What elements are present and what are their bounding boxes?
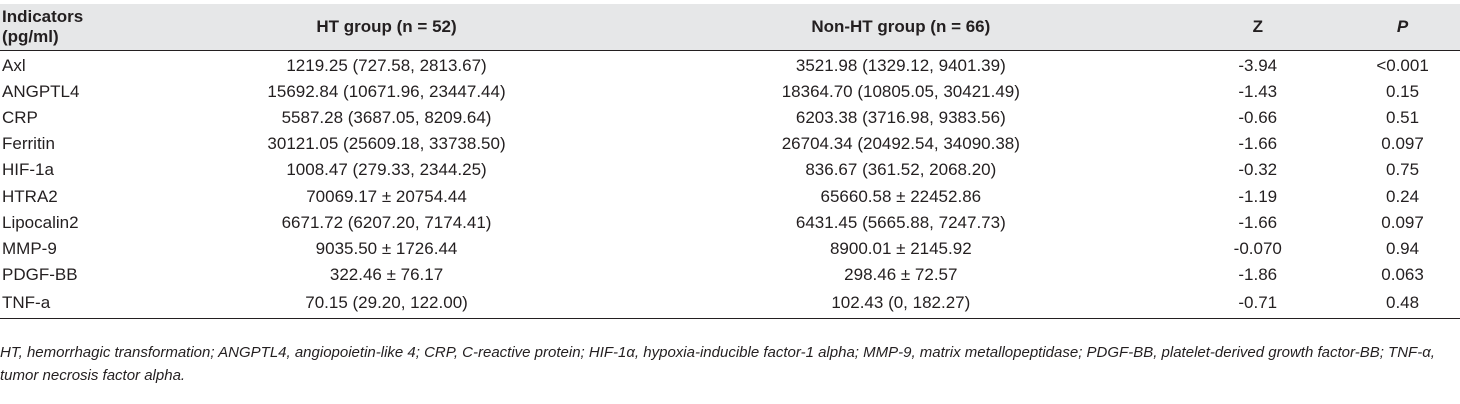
cell-non-ht: 102.43 (0, 182.27): [631, 287, 1171, 319]
cell-ht: 9035.50 ± 1726.44: [315, 238, 458, 258]
cell-ht: 70.15 (29.20, 122.00): [141, 287, 632, 319]
cell-ht: 322.46 ± 76.17: [329, 264, 444, 284]
cell-non-ht: 65660.58 ± 22452.86: [820, 186, 982, 206]
cell-indicator: Lipocalin2: [2, 212, 79, 232]
cell-indicator: HTRA2: [2, 186, 58, 206]
cell-indicator: CRP: [2, 108, 38, 128]
cell-z: -0.66: [1238, 108, 1278, 128]
cell-non-ht: 18364.70 (10805.05, 30421.49): [781, 82, 1020, 102]
cell-p: 0.063: [1381, 264, 1424, 284]
table-row: PDGF-BB 322.46 ± 76.17 298.46 ± 72.57 -1…: [0, 262, 1460, 288]
table-row: HIF-1a 1008.47 (279.33, 2344.25) 836.67 …: [0, 157, 1460, 183]
header-indicators: Indicators (pg/ml): [0, 4, 142, 51]
cell-non-ht: 836.67 (361.52, 2068.20): [805, 160, 997, 180]
table-row: TNF-a 70.15 (29.20, 122.00) 102.43 (0, 1…: [0, 287, 1460, 319]
cell-ht: 5587.28 (3687.05, 8209.64): [281, 108, 492, 128]
table-row: Lipocalin2 6671.72 (6207.20, 7174.41) 64…: [0, 210, 1460, 236]
cell-indicator: PDGF-BB: [2, 264, 78, 284]
cell-non-ht: 8900.01 ± 2145.92: [829, 238, 972, 258]
cell-p: 0.94: [1386, 238, 1420, 258]
table-row: HTRA2 70069.17 ± 20754.44 65660.58 ± 224…: [0, 183, 1460, 209]
cell-p: 0.15: [1386, 82, 1420, 102]
cell-p: 0.097: [1381, 134, 1424, 154]
cell-ht: 15692.84 (10671.96, 23447.44): [267, 82, 506, 102]
header-p-label: P: [1396, 17, 1409, 36]
cell-z: -0.070: [1233, 238, 1282, 258]
cell-z: -1.66: [1238, 212, 1278, 232]
table-row: Ferritin 30121.05 (25609.18, 33738.50) 2…: [0, 131, 1460, 157]
header-ht-group: HT group (n = 52): [141, 4, 632, 51]
cell-z: -3.94: [1238, 56, 1278, 76]
table-footnote: HT, hemorrhagic transformation; ANGPTL4,…: [0, 344, 1435, 384]
table-row: MMP-9 9035.50 ± 1726.44 8900.01 ± 2145.9…: [0, 236, 1460, 262]
table-header-row: Indicators (pg/ml) HT group (n = 52) Non…: [0, 4, 1460, 51]
table-row: CRP 5587.28 (3687.05, 8209.64) 6203.38 (…: [0, 105, 1460, 131]
cell-indicator: MMP-9: [2, 238, 57, 258]
header-p: P: [1345, 4, 1460, 51]
table-row: Axl 1219.25 (727.58, 2813.67) 3521.98 (1…: [0, 51, 1460, 80]
cell-indicator: HIF-1a: [2, 160, 54, 180]
cell-z: -1.19: [1238, 186, 1278, 206]
cell-non-ht: 298.46 ± 72.57: [844, 264, 958, 284]
cell-non-ht: 6203.38 (3716.98, 9383.56): [795, 108, 1006, 128]
cell-ht: 1219.25 (727.58, 2813.67): [286, 56, 487, 76]
indicators-table: Indicators (pg/ml) HT group (n = 52) Non…: [0, 4, 1460, 319]
cell-p: 0.51: [1386, 108, 1420, 128]
cell-z: -0.71: [1170, 287, 1346, 319]
cell-ht: 30121.05 (25609.18, 33738.50): [267, 134, 506, 154]
header-z: Z: [1170, 4, 1346, 51]
cell-z: -0.32: [1238, 160, 1278, 180]
cell-indicator: TNF-a: [0, 287, 142, 319]
cell-z: -1.86: [1238, 264, 1278, 284]
cell-ht: 70069.17 ± 20754.44: [306, 186, 467, 206]
table-row: ANGPTL4 15692.84 (10671.96, 23447.44) 18…: [0, 79, 1460, 105]
cell-non-ht: 3521.98 (1329.12, 9401.39): [795, 56, 1006, 76]
cell-non-ht: 26704.34 (20492.54, 34090.38): [781, 134, 1020, 154]
cell-indicator: Ferritin: [2, 134, 55, 154]
cell-non-ht: 6431.45 (5665.88, 7247.73): [795, 212, 1006, 232]
cell-indicator: Axl: [2, 56, 26, 76]
cell-p: 0.75: [1386, 160, 1420, 180]
cell-p: <0.001: [1376, 56, 1429, 76]
cell-indicator: ANGPTL4: [2, 82, 80, 102]
cell-p: 0.24: [1386, 186, 1420, 206]
cell-z: -1.66: [1238, 134, 1278, 154]
cell-ht: 6671.72 (6207.20, 7174.41): [281, 212, 492, 232]
cell-p: 0.097: [1381, 212, 1424, 232]
header-non-ht-group: Non-HT group (n = 66): [631, 4, 1171, 51]
cell-ht: 1008.47 (279.33, 2344.25): [286, 160, 487, 180]
cell-p: 0.48: [1345, 287, 1460, 319]
cell-z: -1.43: [1238, 82, 1278, 102]
